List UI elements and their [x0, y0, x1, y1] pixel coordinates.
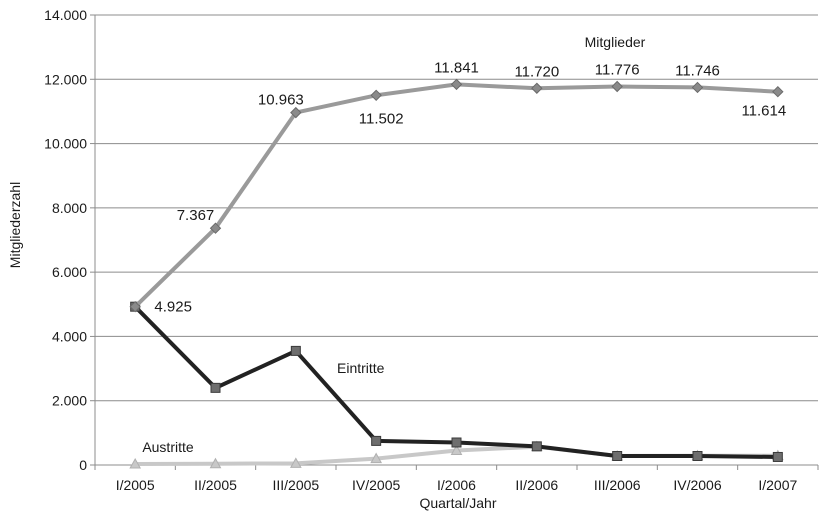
data-point [611, 80, 623, 93]
data-label: 11.502 [359, 110, 404, 127]
series-label-mitglieder: Mitglieder [585, 34, 646, 50]
data-point [371, 435, 382, 446]
data-point [450, 78, 463, 91]
y-tick-label: 6.000 [52, 264, 87, 280]
data-point [370, 89, 382, 101]
series-label-eintritte: Eintritte [337, 360, 385, 376]
data-point [450, 444, 463, 456]
data-point [772, 85, 784, 98]
data-point [289, 457, 302, 468]
data-point [772, 451, 783, 462]
data-point [612, 451, 623, 461]
data-point [210, 382, 221, 393]
data-point [531, 82, 543, 94]
x-tick-labels: I/2005 II/2005 III/2005 IV/2005 I/2006 II/200… [116, 477, 798, 493]
data-point [209, 222, 222, 234]
x-tick-label: II/2005 [194, 477, 237, 493]
x-tick-label: I/2005 [116, 477, 155, 493]
x-tick-label: III/2006 [594, 477, 641, 493]
data-label: 10.963 [258, 92, 304, 109]
y-tick-label: 14.000 [44, 7, 87, 23]
data-label: 4.925 [154, 299, 192, 316]
y-tick-labels: 0 2.000 4.000 6.000 8.000 10.000 12.000 14.000 [44, 7, 87, 473]
data-label: 11.746 [675, 62, 720, 79]
data-point [531, 441, 542, 452]
data-point [129, 300, 141, 313]
y-tick-label: 2.000 [52, 393, 87, 409]
data-point [129, 458, 142, 469]
y-tick-label: 10.000 [44, 136, 87, 152]
series-line-eintritte [133, 304, 780, 459]
data-point [692, 451, 703, 461]
y-tick-label: 0 [79, 457, 87, 473]
label-group: 4.925 7.367 10.963 11.502 11.841 11.720 11.776… [142, 34, 786, 455]
y-axis-title: Mitgliederzahl [7, 182, 23, 268]
data-point [451, 437, 462, 448]
series-label-austritte: Austritte [142, 439, 194, 455]
data-point [370, 452, 383, 464]
series-group [129, 78, 784, 469]
x-tick-label: III/2005 [272, 477, 319, 493]
series-line-mitglieder [133, 82, 780, 309]
data-point [290, 345, 301, 356]
y-tick-label: 12.000 [44, 71, 87, 87]
data-point [691, 81, 704, 94]
x-tick-label: I/2007 [758, 477, 797, 493]
data-label: 11.614 [741, 103, 786, 120]
x-tick-label: II/2006 [515, 477, 558, 493]
y-tick-label: 4.000 [52, 328, 87, 344]
x-tick-label: IV/2005 [352, 477, 400, 493]
x-tick-label: IV/2006 [673, 477, 721, 493]
data-point [290, 106, 302, 119]
x-tick-label: I/2006 [437, 477, 476, 493]
data-point [209, 457, 222, 469]
data-label: 11.776 [595, 61, 640, 78]
y-tick-label: 8.000 [52, 200, 87, 216]
data-label: 11.720 [514, 63, 559, 80]
data-label: 7.367 [177, 207, 215, 224]
x-axis-title: Quartal/Jahr [419, 495, 496, 511]
data-label: 11.841 [434, 59, 479, 76]
